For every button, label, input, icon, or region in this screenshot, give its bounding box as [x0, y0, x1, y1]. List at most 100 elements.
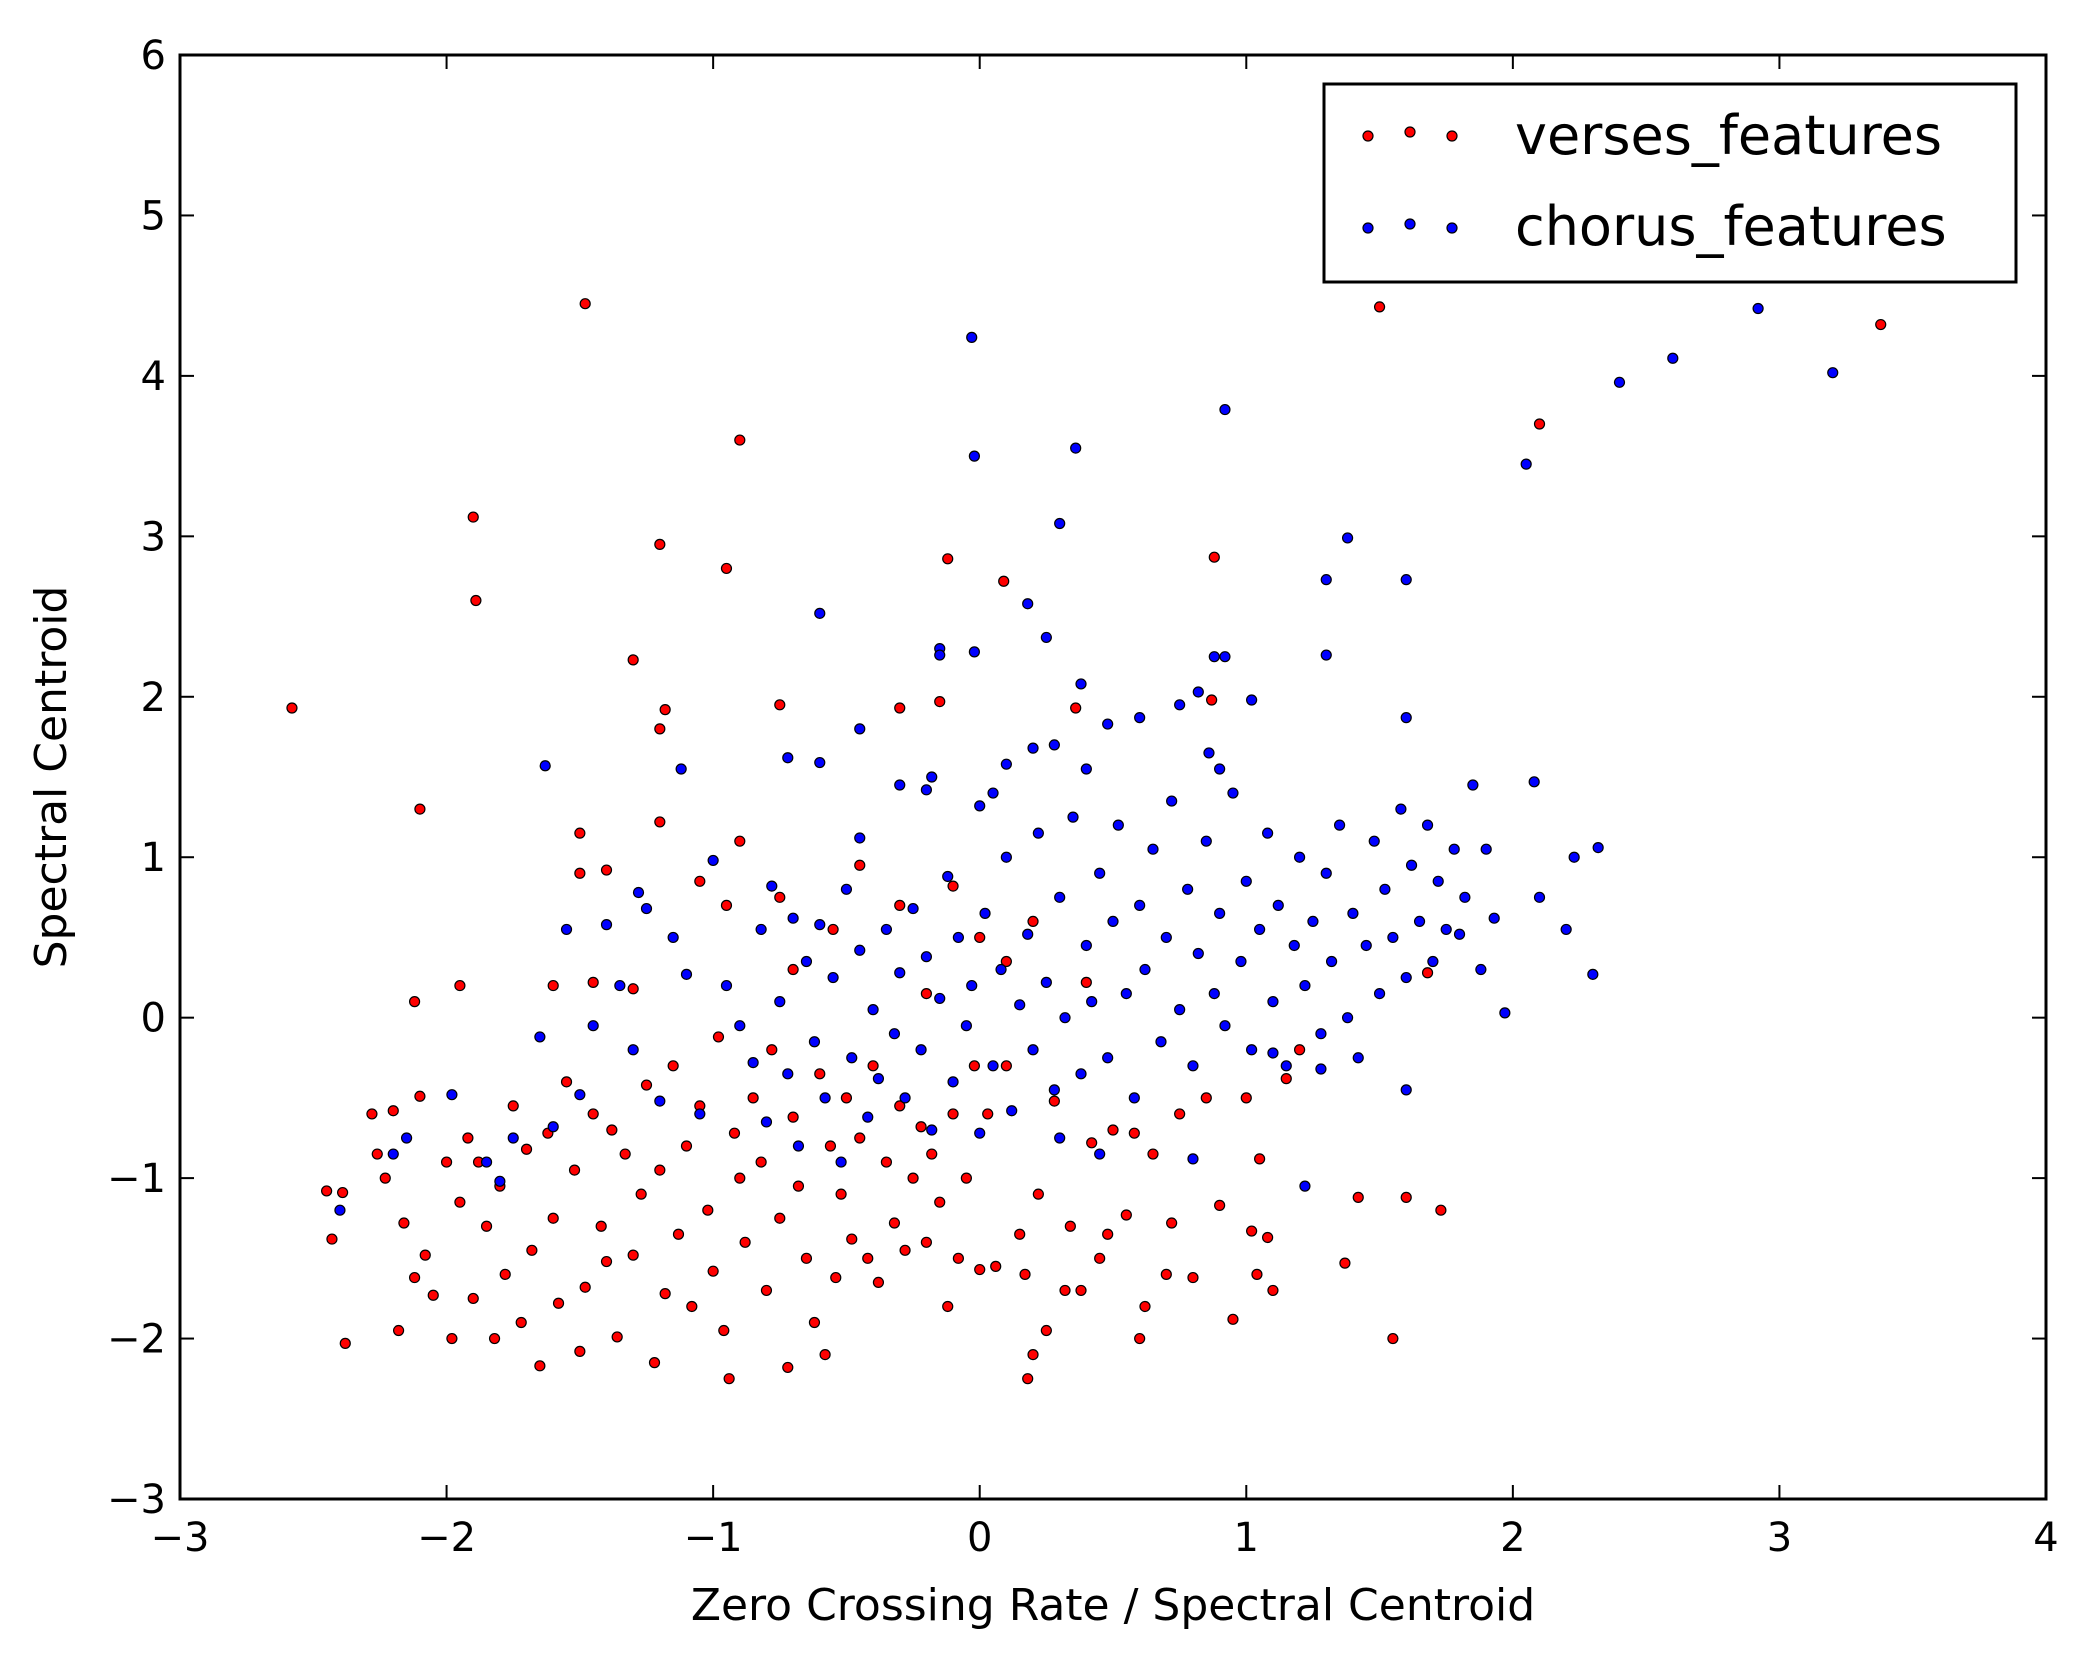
point-verses: [462, 1132, 474, 1144]
point-chorus: [1134, 712, 1146, 724]
point-verses: [774, 891, 786, 903]
point-chorus: [1048, 1084, 1060, 1096]
point-chorus: [1267, 996, 1279, 1008]
point-chorus: [734, 1020, 746, 1032]
point-verses: [408, 996, 421, 1008]
point-chorus: [1174, 1004, 1186, 1016]
point-chorus: [1200, 835, 1212, 847]
point-verses: [326, 1233, 338, 1245]
point-verses: [894, 1100, 906, 1112]
point-verses: [627, 654, 639, 666]
point-chorus: [1075, 1068, 1087, 1080]
point-verses: [526, 1244, 538, 1256]
point-verses: [1120, 1209, 1132, 1221]
point-verses: [1373, 301, 1386, 313]
point-verses: [867, 1060, 879, 1072]
point-chorus: [1315, 1028, 1327, 1040]
point-chorus: [966, 331, 978, 343]
point-chorus: [835, 1156, 847, 1168]
point-verses: [1027, 915, 1039, 928]
point-verses: [515, 1316, 527, 1329]
point-verses: [321, 1185, 333, 1197]
point-verses: [814, 1068, 826, 1080]
point-chorus: [814, 756, 826, 769]
point-chorus: [1267, 1047, 1279, 1059]
x-tick-label: −2: [417, 1515, 476, 1561]
point-verses: [968, 1060, 980, 1072]
point-chorus: [846, 1052, 858, 1064]
y-tick-label: 5: [141, 193, 166, 239]
y-tick-label: −2: [107, 1317, 166, 1363]
point-verses: [947, 1108, 959, 1120]
y-tick-label: 4: [141, 354, 166, 400]
point-chorus: [1320, 649, 1332, 661]
legend-markers-chorus: [1362, 218, 1458, 234]
point-verses: [499, 1268, 511, 1280]
x-tick-label: −3: [151, 1515, 210, 1561]
legend-marker: [1404, 126, 1416, 138]
point-chorus: [1166, 795, 1178, 807]
point-chorus: [1027, 742, 1039, 754]
point-chorus: [1187, 1153, 1199, 1165]
point-verses: [766, 1044, 778, 1056]
point-chorus: [1400, 574, 1412, 586]
point-verses: [1102, 1228, 1114, 1240]
legend-marker: [1362, 130, 1374, 142]
point-chorus: [1587, 968, 1599, 980]
point-chorus: [1192, 947, 1204, 960]
point-chorus: [1022, 598, 1034, 610]
point-verses: [1086, 1137, 1098, 1149]
point-verses: [1262, 1231, 1274, 1244]
point-verses: [1139, 1300, 1151, 1313]
point-chorus: [1027, 1044, 1039, 1056]
point-chorus: [1054, 517, 1066, 530]
point-verses: [723, 1373, 735, 1385]
point-chorus: [1395, 803, 1407, 815]
point-chorus: [1421, 819, 1434, 831]
point-verses: [1200, 1092, 1212, 1104]
point-chorus: [808, 1036, 821, 1048]
point-chorus: [587, 1020, 599, 1032]
point-verses: [934, 695, 946, 708]
point-verses: [1227, 1313, 1239, 1325]
point-chorus: [1320, 574, 1332, 586]
point-chorus: [1203, 747, 1215, 759]
point-verses: [1339, 1257, 1351, 1269]
point-verses: [862, 1252, 874, 1264]
point-verses: [574, 827, 586, 839]
point-chorus: [334, 1204, 346, 1216]
point-verses: [574, 1345, 586, 1357]
point-verses: [974, 931, 986, 944]
point-verses: [1147, 1148, 1159, 1160]
point-verses: [414, 1090, 426, 1102]
point-chorus: [1387, 931, 1399, 944]
point-chorus: [1102, 1052, 1114, 1064]
point-verses: [960, 1172, 972, 1184]
point-chorus: [1182, 883, 1194, 895]
point-verses: [680, 1140, 693, 1152]
point-verses: [534, 1360, 546, 1372]
point-verses: [454, 979, 466, 992]
point-chorus: [1128, 1092, 1140, 1104]
point-verses: [1246, 1225, 1258, 1237]
legend-label-verses: verses_features: [1515, 104, 1942, 167]
point-chorus: [600, 919, 613, 931]
point-chorus: [1000, 758, 1012, 770]
point-chorus: [1325, 955, 1338, 968]
point-chorus: [1006, 1105, 1018, 1117]
y-tick-label: 1: [141, 835, 166, 881]
point-verses: [760, 1284, 773, 1297]
point-verses: [560, 1076, 573, 1088]
point-chorus: [1040, 631, 1052, 644]
point-verses: [1032, 1188, 1044, 1200]
point-verses: [720, 899, 733, 911]
point-chorus: [446, 1089, 458, 1101]
point-verses: [1080, 976, 1092, 988]
point-chorus: [966, 979, 978, 992]
point-verses: [819, 1348, 831, 1361]
point-chorus: [1174, 699, 1186, 711]
point-verses: [600, 1255, 613, 1268]
point-chorus: [1240, 875, 1252, 887]
point-chorus: [987, 1060, 999, 1072]
point-verses: [1027, 1348, 1039, 1361]
